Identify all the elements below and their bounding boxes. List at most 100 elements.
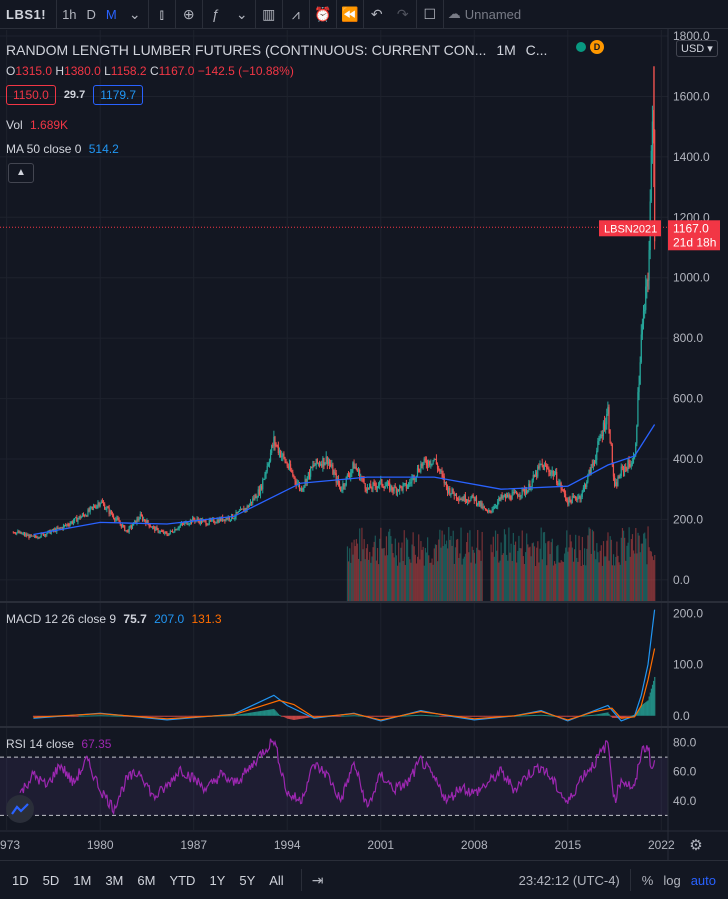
compare-plus-icon[interactable]: ⊕ <box>182 5 195 22</box>
symbol-search[interactable]: LBS1! <box>6 6 47 22</box>
candle-body <box>156 527 158 529</box>
low-label: L <box>104 64 111 78</box>
macd-hist-bar <box>270 709 272 716</box>
macd-hist-bar <box>72 715 75 717</box>
macd-hist-bar <box>385 715 388 717</box>
layout-name: Unnamed <box>464 6 522 22</box>
currency-selector[interactable]: USD ▾ <box>676 40 718 57</box>
candle-body <box>255 495 257 499</box>
candle-body <box>372 482 374 490</box>
range-5d[interactable]: 5D <box>42 872 60 888</box>
tradingview-logo[interactable] <box>6 795 34 823</box>
candle-body <box>374 483 376 487</box>
volume-bar <box>622 530 625 601</box>
candle-body <box>102 502 105 505</box>
goto-date-icon[interactable]: ⇥ <box>311 871 324 888</box>
volume-bar <box>521 530 523 601</box>
range-3m[interactable]: 3M <box>105 872 124 888</box>
timezone-clock[interactable]: 23:42:12 (UTC-4) <box>518 872 620 888</box>
candle-body <box>520 494 522 497</box>
alert-clock-icon[interactable]: ⏰ <box>314 5 332 22</box>
macd-legend[interactable]: MACD 12 26 close 9 75.7 207.0 131.3 <box>6 612 222 626</box>
candle-body <box>228 516 230 520</box>
layout-name-button[interactable]: ☁ Unnamed <box>444 6 521 22</box>
candle-body <box>345 476 347 486</box>
macd-hist-bar <box>154 715 156 717</box>
candle-body <box>307 472 309 477</box>
macd-hist-bar <box>463 715 465 717</box>
candle-body <box>111 514 114 516</box>
price-series <box>12 66 656 540</box>
candle-body <box>384 486 386 489</box>
candle-style-icon[interactable]: ⫾ <box>159 5 164 22</box>
volume-bar <box>508 527 510 601</box>
candle-body <box>365 488 367 492</box>
sell-button[interactable]: 1150.0 <box>6 85 56 105</box>
macd-hist-bar <box>272 709 274 716</box>
macd-hist-bar <box>164 715 166 717</box>
rsi-legend[interactable]: RSI 14 close 67.35 <box>6 737 111 751</box>
range-1y[interactable]: 1Y <box>209 872 226 888</box>
volume-bar <box>399 562 401 601</box>
volume-bar <box>443 534 445 601</box>
ma-legend[interactable]: MA 50 close 0 514.2 <box>6 142 119 156</box>
auto-scale-toggle[interactable]: auto <box>690 872 716 888</box>
range-all[interactable]: All <box>269 872 284 888</box>
candle-body <box>293 475 295 477</box>
candle-body <box>214 522 216 524</box>
log-scale-toggle[interactable]: log <box>663 872 681 888</box>
chevron-down-icon: ▾ <box>707 43 713 55</box>
redo-icon[interactable]: ↷ <box>396 5 409 22</box>
range-1m[interactable]: 1M <box>73 872 92 888</box>
candle-body <box>366 487 368 492</box>
chevron-down-icon[interactable]: ⌄ <box>235 5 248 22</box>
candle-body <box>318 463 321 465</box>
timeframe-1h[interactable]: 1h <box>62 6 77 22</box>
range-1d[interactable]: 1D <box>12 872 29 888</box>
volume-bar <box>430 562 432 601</box>
volume-bar <box>650 551 652 601</box>
macd-hist-bar <box>260 711 262 716</box>
collapse-legend-button[interactable]: ▲ <box>8 163 34 183</box>
range-5y[interactable]: 5Y <box>239 872 256 888</box>
buy-button[interactable]: 1179.7 <box>93 85 144 105</box>
macd-hist-bar <box>119 715 121 717</box>
candle-body <box>184 522 186 525</box>
volume-bar <box>378 564 380 601</box>
candle-body <box>367 487 370 489</box>
settings-gear-icon[interactable]: ⚙ <box>689 837 702 854</box>
undo-icon[interactable]: ↶ <box>370 5 383 22</box>
macd-hist-bar <box>589 715 591 717</box>
volume-bar <box>401 542 403 601</box>
chart-canvas[interactable]: 0.0200.0400.0600.0800.01000.01200.01400.… <box>0 0 728 860</box>
chevron-down-icon[interactable]: ⌄ <box>128 5 141 22</box>
indicators-fx-icon[interactable]: ƒ <box>211 6 220 22</box>
volume-bar <box>586 548 588 601</box>
range-ytd[interactable]: YTD <box>169 872 196 888</box>
candle-body <box>650 150 652 202</box>
timeframe-m[interactable]: M <box>105 6 117 22</box>
financials-icon[interactable]: ▥ <box>262 5 276 22</box>
timeframe-d[interactable]: D <box>86 6 96 22</box>
cloud-icon: ☁ <box>447 6 461 21</box>
candle-body <box>344 485 346 487</box>
range-6m[interactable]: 6M <box>137 872 156 888</box>
percent-scale-toggle[interactable]: % <box>641 872 654 888</box>
macd-hist-bar <box>263 710 265 716</box>
volume-bar <box>607 532 609 601</box>
chart-title[interactable]: RANDOM LENGTH LUMBER FUTURES (CONTINUOUS… <box>6 42 547 58</box>
candle-body <box>269 452 272 462</box>
candle-body <box>219 518 222 521</box>
volume-bar <box>556 546 558 601</box>
candle-body <box>61 527 63 529</box>
volume-legend[interactable]: Vol 1.689K <box>6 118 68 132</box>
fullscreen-icon[interactable]: ☐ <box>423 5 437 22</box>
candle-body <box>302 488 304 491</box>
toolbar-divider <box>362 0 364 28</box>
macd-hist-bar <box>630 715 632 717</box>
candle-body <box>631 462 633 465</box>
replay-icon[interactable]: ⏪ <box>341 5 359 22</box>
market-status[interactable]: D <box>576 40 604 54</box>
volume-bar <box>441 530 443 601</box>
templates-icon[interactable]: ⩘ <box>291 5 300 22</box>
